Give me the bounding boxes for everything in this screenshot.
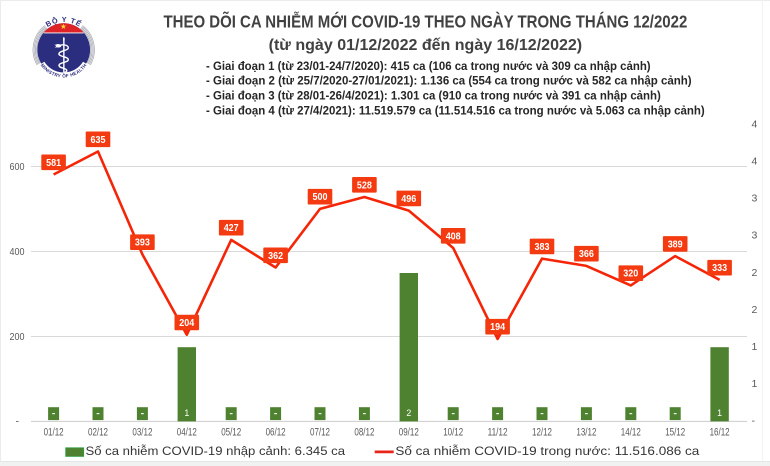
svg-text:02/12: 02/12: [88, 427, 108, 439]
svg-text:16/12: 16/12: [710, 427, 730, 439]
svg-text:15/12: 15/12: [665, 427, 685, 439]
svg-text:4: 4: [752, 118, 758, 130]
svg-text:427: 427: [224, 223, 239, 234]
svg-text:383: 383: [535, 242, 550, 253]
svg-text:500: 500: [313, 192, 328, 203]
svg-text:2: 2: [752, 267, 758, 279]
svg-text:3: 3: [752, 230, 758, 242]
svg-text:408: 408: [446, 231, 461, 242]
svg-text:194: 194: [490, 322, 505, 333]
svg-text:13/12: 13/12: [576, 427, 596, 439]
svg-text:528: 528: [357, 180, 372, 191]
svg-text:Số ca nhiễm COVID-19 nhập cảnh: Số ca nhiễm COVID-19 nhập cảnh: 6.345 ca: [86, 443, 346, 458]
svg-text:1: 1: [184, 408, 189, 418]
svg-text:11/12: 11/12: [488, 427, 508, 439]
svg-text:- Giai đoạn 3 (từ 28/01-26/4/2: - Giai đoạn 3 (từ 28/01-26/4/2021): 1.30…: [206, 89, 661, 103]
svg-text:4: 4: [752, 156, 758, 168]
svg-text:14/12: 14/12: [621, 427, 641, 439]
svg-text:200: 200: [10, 331, 25, 343]
svg-text:- Giai đoạn 1 (từ 23/01-24/7/2: - Giai đoạn 1 (từ 23/01-24/7/2020): 415 …: [206, 59, 651, 73]
svg-text:2: 2: [406, 408, 411, 418]
svg-text:2: 2: [752, 304, 758, 316]
svg-text:635: 635: [91, 135, 106, 146]
svg-text:-: -: [16, 416, 20, 428]
svg-text:333: 333: [712, 263, 727, 274]
svg-text:362: 362: [268, 251, 283, 262]
svg-text:07/12: 07/12: [310, 427, 330, 439]
svg-text:496: 496: [401, 194, 416, 205]
svg-text:04/12: 04/12: [177, 427, 197, 439]
svg-text:(từ ngày 01/12/2022 đến ngày 1: (từ ngày 01/12/2022 đến ngày 16/12/2022): [269, 37, 583, 54]
svg-text:08/12: 08/12: [354, 427, 374, 439]
svg-text:03/12: 03/12: [132, 427, 152, 439]
svg-text:THEO DÕI CA NHIỄM MỚI COVID-19: THEO DÕI CA NHIỄM MỚI COVID-19 THEO NGÀY…: [164, 11, 688, 31]
svg-text:Số ca nhiễm COVID-19 trong nướ: Số ca nhiễm COVID-19 trong nước: 11.516.…: [395, 443, 699, 458]
svg-text:366: 366: [579, 249, 594, 260]
svg-text:581: 581: [46, 158, 61, 169]
svg-text:-: -: [752, 415, 756, 427]
svg-text:393: 393: [135, 238, 150, 249]
svg-text:- Giai đoạn 4 (từ 27/4/2021):: - Giai đoạn 4 (từ 27/4/2021): 11.519.579…: [206, 103, 705, 117]
svg-text:389: 389: [668, 239, 683, 250]
svg-text:BỘ Y TẾ: BỘ Y TẾ: [44, 15, 84, 29]
svg-text:600: 600: [10, 161, 25, 173]
svg-text:400: 400: [10, 246, 25, 258]
svg-text:3: 3: [752, 193, 758, 205]
svg-text:06/12: 06/12: [266, 427, 286, 439]
svg-text:320: 320: [623, 269, 638, 280]
svg-text:1: 1: [717, 408, 722, 418]
svg-text:1: 1: [752, 341, 758, 353]
svg-text:01/12: 01/12: [44, 427, 64, 439]
svg-text:1: 1: [752, 378, 758, 390]
svg-text:10/12: 10/12: [443, 427, 463, 439]
svg-text:204: 204: [179, 318, 194, 329]
svg-text:- Giai đoạn 2 (từ 25/7/2020-27: - Giai đoạn 2 (từ 25/7/2020-27/01/2021):…: [206, 74, 692, 88]
svg-text:12/12: 12/12: [532, 427, 552, 439]
svg-text:09/12: 09/12: [399, 427, 419, 439]
svg-text:05/12: 05/12: [221, 427, 241, 439]
